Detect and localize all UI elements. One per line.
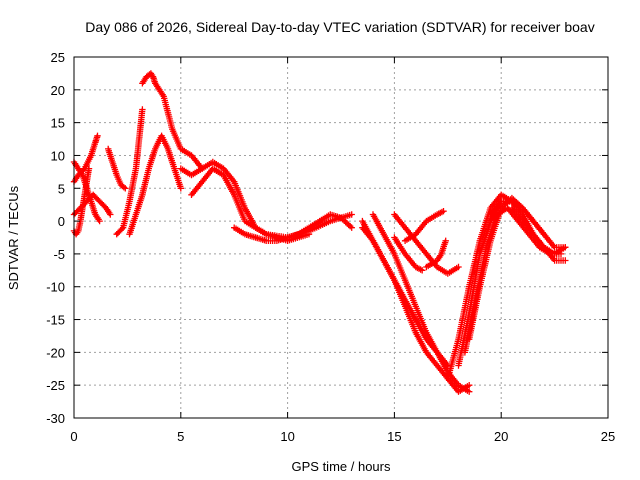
y-tick-label: 10 xyxy=(51,148,65,163)
y-tick-label: -30 xyxy=(46,411,65,426)
series-arc-16 xyxy=(401,208,447,244)
y-tick-label: 0 xyxy=(58,214,65,229)
x-tick-label: 10 xyxy=(280,429,294,444)
series-arc-7 xyxy=(126,132,184,238)
y-tick-label: -5 xyxy=(53,247,65,262)
data-point-markers xyxy=(231,211,355,244)
series-arc-17 xyxy=(391,234,426,274)
data-point-markers xyxy=(423,237,449,271)
y-tick-label: -10 xyxy=(46,280,65,295)
data-point-markers xyxy=(466,194,569,343)
data-point-markers xyxy=(105,145,129,192)
y-tick-label: 15 xyxy=(51,116,65,131)
data-point-markers xyxy=(369,211,473,395)
data-point-markers xyxy=(139,70,206,172)
y-tick-label: -25 xyxy=(46,378,65,393)
y-tick-label: 25 xyxy=(51,50,65,65)
tick-layer: 0 5 10 15 20 25 -30 -25 -20 -15 -10 -5 0 5 10 15 20 25 xyxy=(46,50,615,444)
y-tick-label: 5 xyxy=(58,181,65,196)
series-arc-24 xyxy=(508,204,569,258)
grid-layer xyxy=(74,57,608,418)
series-arc-18 xyxy=(423,237,449,271)
series-arc-6 xyxy=(113,106,146,238)
x-tick-label: 15 xyxy=(387,429,401,444)
x-tick-label: 5 xyxy=(177,429,184,444)
x-tick-label: 0 xyxy=(70,429,77,444)
y-tick-label: -20 xyxy=(46,345,65,360)
data-point-markers xyxy=(461,204,565,356)
series-arc-22 xyxy=(466,194,569,343)
data-layer xyxy=(70,70,569,395)
data-point-markers xyxy=(444,191,516,382)
series-arc-14 xyxy=(369,211,473,395)
x-tick-label: 20 xyxy=(494,429,508,444)
series-arc-11 xyxy=(231,211,355,244)
y-axis-label: SDTVAR / TECUs xyxy=(6,185,21,290)
plot-frame xyxy=(73,56,609,419)
series-arc-5 xyxy=(105,145,129,192)
x-tick-label: 25 xyxy=(601,429,615,444)
data-point-markers xyxy=(113,106,146,238)
series-arc-10 xyxy=(188,165,355,241)
series-arc-8 xyxy=(139,70,206,172)
series-arc-19 xyxy=(444,191,516,382)
data-point-markers xyxy=(508,204,569,258)
chart-title: Day 086 of 2026, Sidereal Day-to-day VTE… xyxy=(85,19,594,35)
series-arc-21 xyxy=(461,204,565,356)
data-point-markers xyxy=(188,165,355,241)
y-tick-label: 20 xyxy=(51,83,65,98)
data-point-markers xyxy=(391,234,426,274)
x-axis-label: GPS time / hours xyxy=(292,459,391,474)
data-point-markers xyxy=(401,208,447,244)
y-tick-label: -15 xyxy=(46,313,65,328)
data-point-markers xyxy=(126,132,184,238)
